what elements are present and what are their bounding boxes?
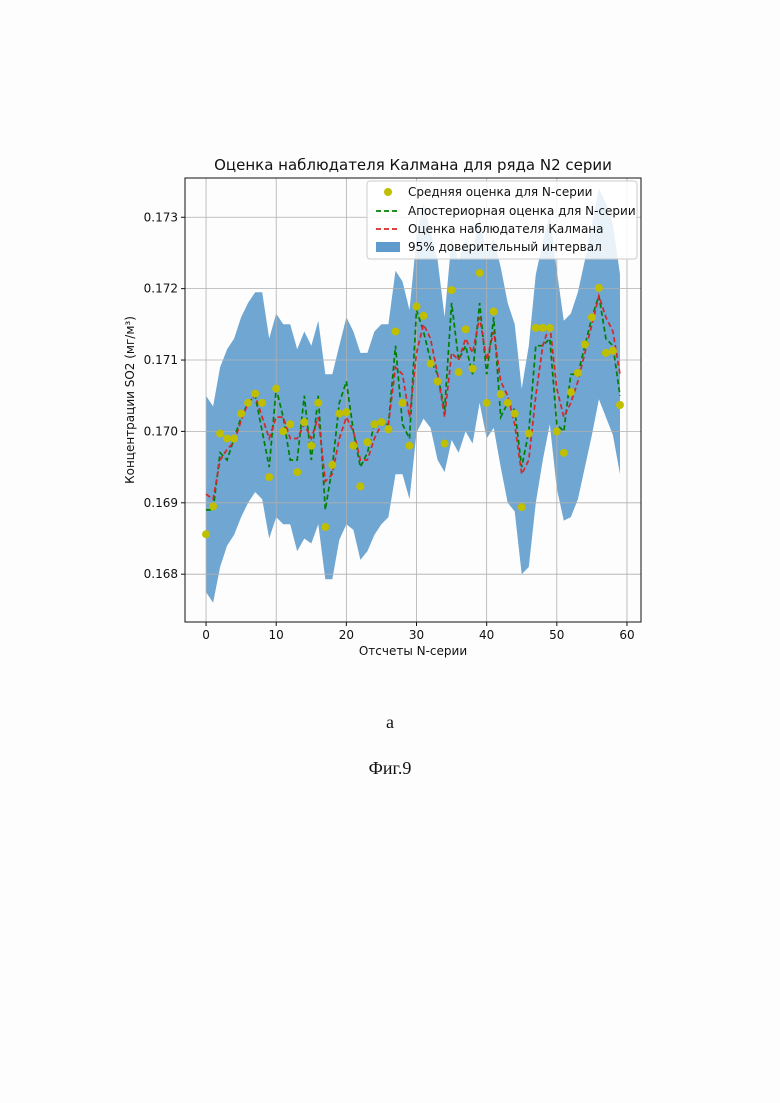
legend: Средняя оценка для N-серии Апостериорная… — [367, 181, 637, 259]
y-tick-label: 0.170 — [144, 424, 178, 438]
x-tick-label: 50 — [549, 628, 564, 642]
chart-title: Оценка наблюдателя Калмана для ряда N2 с… — [214, 156, 612, 174]
mean-estimate-point — [244, 399, 252, 407]
mean-estimate-point — [230, 435, 238, 443]
mean-estimate-point — [405, 442, 413, 450]
mean-estimate-point — [616, 401, 624, 409]
mean-estimate-point — [497, 390, 505, 398]
mean-estimate-point — [469, 365, 477, 373]
mean-estimate-point — [237, 410, 245, 418]
x-tick-label: 30 — [409, 628, 424, 642]
mean-estimate-point — [314, 399, 322, 407]
x-axis-label: Отсчеты N-серии — [359, 644, 467, 658]
mean-estimate-point — [609, 347, 617, 355]
mean-estimate-point — [202, 530, 210, 538]
x-tick-label: 20 — [339, 628, 354, 642]
mean-estimate-point — [476, 269, 484, 277]
mean-estimate-point — [462, 325, 470, 333]
mean-estimate-point — [560, 449, 568, 457]
legend-label-aposteriori: Апостериорная оценка для N-серии — [408, 204, 636, 218]
mean-estimate-point — [391, 327, 399, 335]
figure-caption: Фиг.9 — [0, 758, 780, 779]
mean-estimate-point — [539, 324, 547, 332]
mean-estimate-point — [427, 360, 435, 368]
mean-estimate-point — [216, 430, 224, 438]
y-axis-label: Концентрации SO2 (мг/м³) — [123, 316, 137, 484]
mean-estimate-point — [321, 523, 329, 531]
legend-label-band: 95% доверительный интервал — [408, 240, 602, 254]
y-tick-label: 0.169 — [144, 496, 178, 510]
mean-estimate-point — [356, 482, 364, 490]
mean-estimate-point — [553, 427, 561, 435]
mean-estimate-point — [441, 440, 449, 448]
x-tick-label: 0 — [202, 628, 210, 642]
mean-estimate-point — [265, 473, 273, 481]
mean-estimate-point — [384, 425, 392, 433]
mean-estimate-point — [574, 369, 582, 377]
mean-estimate-point — [279, 427, 287, 435]
mean-estimate-point — [581, 340, 589, 348]
mean-estimate-point — [532, 324, 540, 332]
mean-estimate-point — [420, 312, 428, 320]
mean-estimate-point — [483, 399, 491, 407]
x-tick-label: 60 — [619, 628, 634, 642]
x-tick-label: 40 — [479, 628, 494, 642]
mean-estimate-point — [455, 368, 463, 376]
y-tick-label: 0.168 — [144, 567, 178, 581]
legend-label-points: Средняя оценка для N-серии — [408, 185, 592, 199]
kalman-chart: 0 10 20 30 40 50 60 0.168 0.169 0.170 0.171 0.172 0.… — [0, 0, 780, 700]
mean-estimate-point — [602, 349, 610, 357]
mean-estimate-point — [251, 390, 259, 398]
mean-estimate-point — [504, 399, 512, 407]
y-tick-label: 0.173 — [144, 210, 178, 224]
mean-estimate-point — [307, 442, 315, 450]
mean-estimate-point — [398, 399, 406, 407]
mean-estimate-point — [525, 430, 533, 438]
mean-estimate-point — [328, 461, 336, 469]
mean-estimate-point — [546, 324, 554, 332]
mean-estimate-point — [286, 420, 294, 428]
mean-estimate-point — [518, 503, 526, 511]
mean-estimate-point — [363, 438, 371, 446]
mean-estimate-point — [300, 418, 308, 426]
legend-label-kalman: Оценка наблюдателя Калмана — [408, 222, 604, 236]
x-tick-label: 10 — [269, 628, 284, 642]
mean-estimate-point — [342, 408, 350, 416]
legend-marker-points — [384, 188, 392, 196]
mean-estimate-point — [293, 468, 301, 476]
mean-estimate-point — [370, 420, 378, 428]
subfigure-caption: а — [0, 712, 780, 733]
mean-estimate-point — [223, 435, 231, 443]
mean-estimate-point — [272, 385, 280, 393]
mean-estimate-point — [335, 410, 343, 418]
mean-estimate-point — [377, 418, 385, 426]
mean-estimate-point — [588, 313, 596, 321]
legend-marker-band — [376, 242, 400, 252]
mean-estimate-point — [595, 284, 603, 292]
mean-estimate-point — [567, 388, 575, 396]
y-tick-label: 0.172 — [144, 282, 178, 296]
mean-estimate-point — [490, 307, 498, 315]
mean-estimate-point — [209, 502, 217, 510]
mean-estimate-point — [413, 302, 421, 310]
mean-estimate-point — [258, 399, 266, 407]
y-tick-label: 0.171 — [144, 353, 178, 367]
mean-estimate-point — [448, 286, 456, 294]
mean-estimate-point — [349, 442, 357, 450]
mean-estimate-point — [434, 377, 442, 385]
mean-estimate-point — [511, 410, 519, 418]
